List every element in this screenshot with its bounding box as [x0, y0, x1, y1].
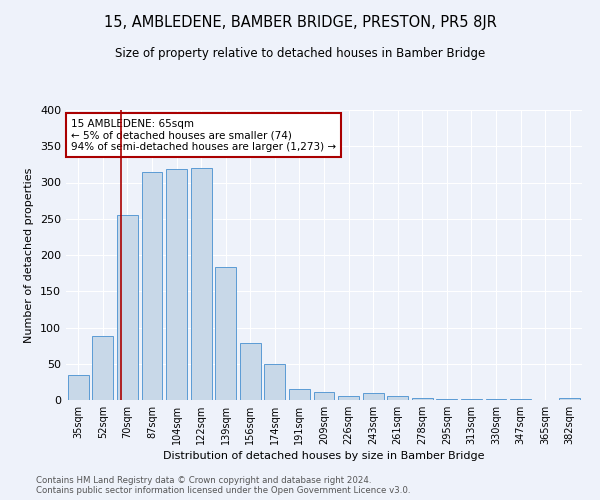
Bar — [68, 374, 89, 400]
Bar — [338, 396, 359, 400]
Bar — [117, 215, 138, 400]
Bar — [265, 364, 286, 400]
Text: Contains HM Land Registry data © Crown copyright and database right 2024.
Contai: Contains HM Land Registry data © Crown c… — [36, 476, 410, 495]
Bar — [362, 393, 383, 400]
Text: 15, AMBLEDENE, BAMBER BRIDGE, PRESTON, PR5 8JR: 15, AMBLEDENE, BAMBER BRIDGE, PRESTON, P… — [104, 15, 496, 30]
Text: Size of property relative to detached houses in Bamber Bridge: Size of property relative to detached ho… — [115, 48, 485, 60]
Bar — [387, 396, 408, 400]
Bar — [166, 170, 187, 400]
Text: 15 AMBLEDENE: 65sqm
← 5% of detached houses are smaller (74)
94% of semi-detache: 15 AMBLEDENE: 65sqm ← 5% of detached hou… — [71, 118, 336, 152]
Bar — [559, 398, 580, 400]
Bar — [92, 336, 113, 400]
X-axis label: Distribution of detached houses by size in Bamber Bridge: Distribution of detached houses by size … — [163, 451, 485, 461]
Bar — [240, 344, 261, 400]
Bar — [215, 268, 236, 400]
Bar — [314, 392, 334, 400]
Bar — [436, 398, 457, 400]
Bar — [412, 398, 433, 400]
Bar — [289, 389, 310, 400]
Bar — [142, 172, 163, 400]
Bar — [191, 168, 212, 400]
Y-axis label: Number of detached properties: Number of detached properties — [25, 168, 34, 342]
